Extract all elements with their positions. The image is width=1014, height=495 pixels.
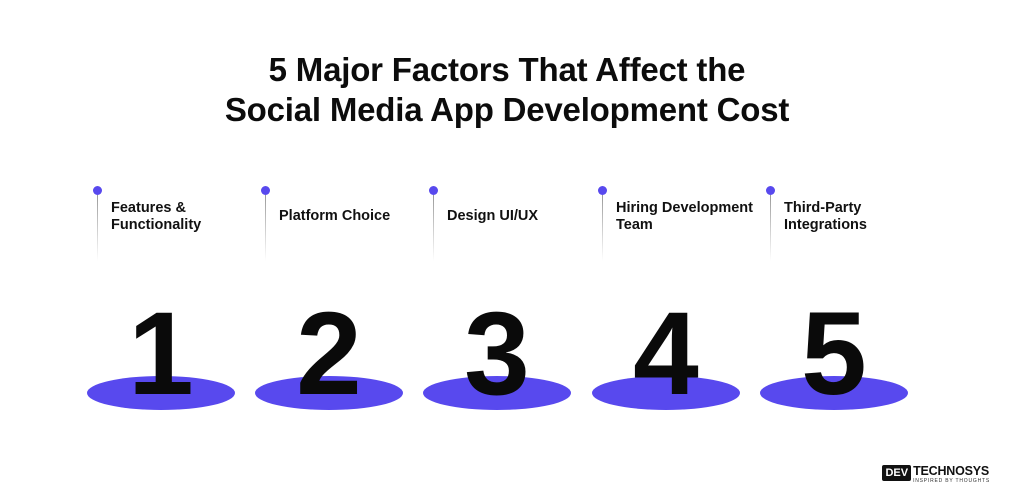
factor-4: Hiring Development Team 4 [592, 186, 772, 486]
factor-3: Design UI/UX 3 [423, 186, 603, 486]
factor-5: Third-Party Integrations 5 [760, 186, 940, 486]
bullet-dot-icon [261, 186, 270, 195]
title-line-2: Social Media App Development Cost [224, 91, 790, 128]
connector-line [433, 195, 434, 261]
title-line-1: 5 Major Factors That Affect the [268, 51, 746, 88]
factor-number: 5 [801, 288, 867, 420]
page-title: 5 Major Factors That Affect the Social M… [0, 50, 1014, 130]
connector-line [265, 195, 266, 261]
factor-label: Features & Functionality [111, 200, 202, 233]
factor-2: Platform Choice 2 [255, 186, 435, 486]
bullet-dot-icon [93, 186, 102, 195]
logo-mark: DEV [882, 465, 912, 481]
connector-line [602, 195, 603, 261]
connector-line [770, 195, 771, 261]
factor-number: 3 [464, 288, 530, 420]
platform-ellipse [760, 376, 908, 410]
factor-label: Design UI/UX [447, 208, 539, 224]
platform-ellipse [87, 376, 235, 410]
factor-label: Hiring Development Team [616, 200, 753, 233]
logo-name: TECHNOSYS [913, 464, 990, 478]
bullet-dot-icon [598, 186, 607, 195]
factor-number: 1 [128, 288, 194, 420]
platform-ellipse [255, 376, 403, 410]
factor-number: 2 [296, 288, 362, 420]
brand-logo: DEV TECHNOSYS INSPIRED BY THOUGHTS [882, 465, 990, 487]
platform-ellipse [592, 376, 740, 410]
factor-number: 4 [633, 288, 699, 420]
bullet-dot-icon [766, 186, 775, 195]
factor-label: Platform Choice [279, 208, 391, 224]
factor-label: Third-Party Integrations [784, 200, 867, 233]
logo-wordmark: TECHNOSYS INSPIRED BY THOUGHTS [913, 465, 990, 485]
connector-line [97, 195, 98, 261]
factor-1: Features & Functionality 1 [87, 186, 267, 486]
platform-ellipse [423, 376, 571, 410]
logo-tagline: INSPIRED BY THOUGHTS [913, 478, 990, 484]
bullet-dot-icon [429, 186, 438, 195]
